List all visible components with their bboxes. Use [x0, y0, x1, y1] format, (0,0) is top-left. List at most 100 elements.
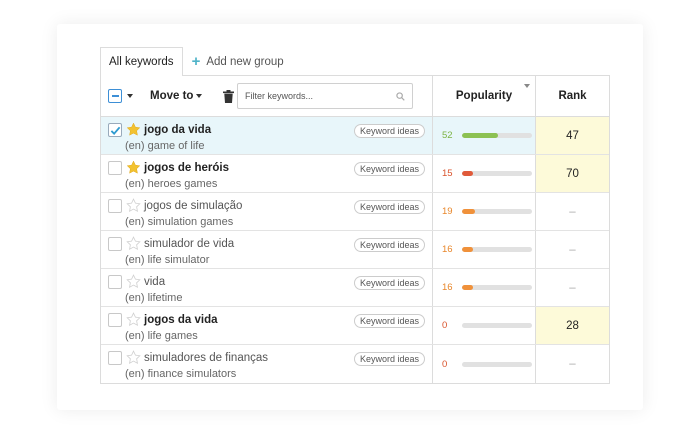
rank-value: – — [569, 243, 576, 256]
popularity-value: 0 — [442, 320, 448, 331]
filter-keywords-input[interactable]: Filter keywords... — [237, 83, 413, 109]
rank-cell: – — [535, 193, 609, 230]
star-outline-icon[interactable] — [126, 274, 141, 289]
popularity-cell: 19 — [432, 193, 535, 230]
keyword-translation: (en) lifetime — [125, 292, 183, 304]
table-row[interactable]: simuladores de finanças (en) finance simu… — [101, 345, 609, 383]
star-outline-icon[interactable] — [126, 350, 141, 365]
keyword-text: jogo da vida — [144, 124, 212, 136]
keyword-cell: jogo da vida (en) game of life Keyword ide… — [101, 117, 432, 154]
rank-value: 47 — [566, 129, 579, 142]
keyword-cell: jogos da vida (en) life games Keyword idea… — [101, 307, 432, 344]
keyword-text: simuladores de finanças — [144, 352, 269, 364]
keyword-cell: simulador de vida (en) life simulator Keyw… — [101, 231, 432, 268]
star-outline-icon[interactable] — [126, 312, 141, 327]
popularity-bar-fill — [462, 285, 474, 290]
table-row[interactable]: jogo da vida (en) game of life Keyword ide… — [101, 117, 609, 155]
table-row[interactable]: vida (en) lifetime Keyword ideas 16 – — [101, 269, 609, 307]
popularity-header-label: Popularity — [455, 90, 513, 102]
keywords-table: Move to Filter keywords... Popularity Ra… — [100, 75, 610, 384]
tab-all-keywords[interactable]: All keywords — [100, 47, 183, 76]
keyword-text: jogos de heróis — [144, 162, 229, 174]
rank-value: 28 — [566, 319, 579, 332]
move-to-label: Move to — [150, 90, 194, 102]
popularity-cell: 15 — [432, 155, 535, 192]
sort-caret-icon[interactable] — [524, 84, 530, 88]
rank-cell: 28 — [535, 307, 609, 344]
rank-cell: – — [535, 269, 609, 306]
popularity-cell: 52 — [432, 117, 535, 154]
table-row[interactable]: jogos de heróis (en) heroes games Keyword … — [101, 155, 609, 193]
keyword-ideas-button[interactable]: Keyword ideas — [353, 276, 425, 290]
row-checkbox[interactable] — [108, 123, 122, 137]
filter-placeholder: Filter keywords... — [245, 91, 314, 101]
popularity-bar — [462, 361, 532, 367]
move-to-button[interactable]: Move to — [150, 90, 203, 102]
row-checkbox[interactable] — [108, 161, 122, 175]
keyword-translation: (en) life simulator — [125, 254, 210, 266]
keyword-ideas-button[interactable]: Keyword ideas — [353, 200, 425, 214]
chevron-down-icon — [196, 94, 203, 98]
row-checkbox[interactable] — [108, 237, 122, 251]
popularity-bar-fill — [462, 133, 499, 138]
star-filled-icon[interactable] — [126, 122, 141, 137]
popularity-bar-fill — [462, 171, 473, 176]
popularity-bar — [462, 247, 532, 252]
rank-value: – — [569, 281, 576, 294]
star-filled-icon[interactable] — [126, 160, 141, 175]
popularity-cell: 0 — [432, 307, 535, 344]
rank-cell: 47 — [535, 117, 609, 154]
keyword-cell: jogos de simulação (en) simulation games K… — [101, 193, 432, 230]
plus-icon: + — [191, 53, 201, 70]
select-menu-caret-icon[interactable] — [127, 94, 133, 98]
keyword-ideas-button[interactable]: Keyword ideas — [353, 238, 425, 252]
popularity-value: 15 — [442, 168, 453, 179]
table-row[interactable]: simulador de vida (en) life simulator Keyw… — [101, 231, 609, 269]
popularity-cell: 16 — [432, 231, 535, 268]
keyword-text: jogos de simulação — [144, 200, 243, 212]
keyword-ideas-button[interactable]: Keyword ideas — [353, 124, 425, 138]
table-row[interactable]: jogos de simulação (en) simulation games K… — [101, 193, 609, 231]
popularity-value: 19 — [442, 206, 453, 217]
rank-header-label: Rank — [558, 90, 587, 102]
rank-value: – — [569, 205, 576, 218]
popularity-bar — [462, 285, 532, 290]
popularity-bar-fill — [462, 209, 476, 214]
row-checkbox[interactable] — [108, 351, 122, 365]
rank-cell: – — [535, 345, 609, 383]
keyword-cell: jogos de heróis (en) heroes games Keyword … — [101, 155, 432, 192]
search-icon — [396, 92, 405, 101]
keyword-translation: (en) game of life — [125, 140, 205, 152]
popularity-column-header[interactable]: Popularity — [432, 76, 535, 116]
star-outline-icon[interactable] — [126, 236, 141, 251]
star-outline-icon[interactable] — [126, 198, 141, 213]
row-checkbox[interactable] — [108, 199, 122, 213]
keyword-text: jogos da vida — [144, 314, 218, 326]
keyword-ideas-button[interactable]: Keyword ideas — [353, 162, 425, 176]
tab-bar: All keywords + Add new group — [100, 47, 284, 76]
popularity-cell: 16 — [432, 269, 535, 306]
keyword-ideas-button[interactable]: Keyword ideas — [353, 314, 425, 328]
rank-cell: 70 — [535, 155, 609, 192]
trash-icon[interactable] — [222, 89, 234, 103]
rank-column-header[interactable]: Rank — [535, 76, 609, 116]
popularity-value: 0 — [442, 358, 448, 370]
rank-value: – — [569, 358, 576, 370]
popularity-bar — [462, 209, 532, 214]
add-new-group-button[interactable]: + Add new group — [183, 47, 284, 76]
rank-cell: – — [535, 231, 609, 268]
rank-value: 70 — [566, 167, 579, 180]
keyword-cell: simuladores de finanças (en) finance simu… — [101, 345, 432, 383]
popularity-bar — [462, 323, 532, 328]
add-new-group-label: Add new group — [206, 55, 284, 68]
keyword-translation: (en) life games — [125, 330, 198, 342]
popularity-cell: 0 — [432, 345, 535, 383]
table-row[interactable]: jogos da vida (en) life games Keyword idea… — [101, 307, 609, 345]
table-header: Move to Filter keywords... Popularity Ra… — [101, 76, 609, 117]
keyword-ideas-button[interactable]: Keyword ideas — [353, 352, 425, 366]
select-all-checkbox[interactable] — [108, 89, 122, 103]
row-checkbox[interactable] — [108, 313, 122, 327]
row-checkbox[interactable] — [108, 275, 122, 289]
keyword-translation: (en) heroes games — [125, 178, 218, 190]
popularity-value: 52 — [442, 130, 453, 141]
